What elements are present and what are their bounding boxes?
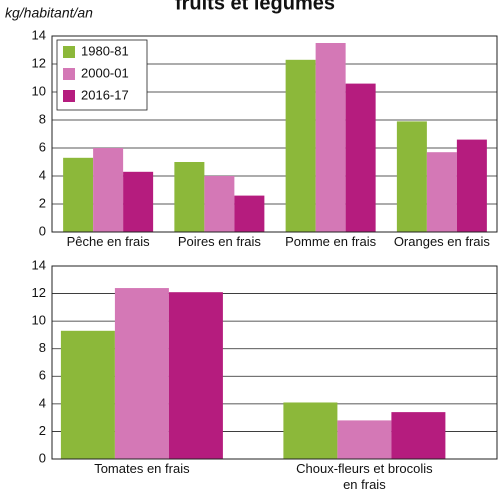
y-tick-label: 8 [39, 340, 46, 355]
y-tick-label: 14 [32, 27, 46, 42]
x-tick-label: Pêche en frais [66, 234, 150, 249]
bar [396, 121, 427, 232]
y-tick-label: 2 [39, 423, 46, 438]
y-tick-label: 12 [32, 285, 46, 300]
y-tick-label: 10 [32, 83, 46, 98]
bar [63, 157, 94, 232]
plot-border [51, 35, 498, 233]
y-tick-label: 6 [39, 139, 46, 154]
bar [168, 292, 223, 459]
y-axis-label: kg/habitant/an [5, 5, 93, 21]
bar [456, 139, 487, 232]
bar [93, 148, 124, 232]
legend-label: 2000-01 [81, 65, 129, 80]
y-tick-label: 6 [39, 368, 46, 383]
bar [391, 412, 446, 459]
y-tick-label: 2 [39, 195, 46, 210]
y-tick-label: 12 [32, 55, 46, 70]
bar [114, 288, 169, 459]
legend-label: 1980-81 [81, 43, 129, 58]
y-tick-label: 0 [39, 223, 46, 238]
legend-swatch [63, 46, 75, 58]
x-tick-label: Oranges en frais [393, 234, 490, 249]
plot-border [51, 265, 498, 460]
y-tick-label: 4 [39, 395, 46, 410]
legend-swatch [63, 90, 75, 102]
y-tick-label: 14 [32, 257, 46, 272]
bar [285, 59, 316, 232]
legend-swatch [63, 68, 75, 80]
chart-title: fruits et légumes [175, 0, 335, 14]
bar [234, 195, 265, 232]
bar [345, 83, 376, 232]
bar [123, 171, 154, 232]
bar [426, 152, 457, 232]
bar [315, 43, 346, 232]
bar [60, 330, 115, 459]
y-tick-label: 8 [39, 111, 46, 126]
y-tick-label: 4 [39, 167, 46, 182]
bar [174, 162, 205, 232]
x-tick-label: Pomme en frais [285, 234, 377, 249]
x-tick-label: Poires en frais [177, 234, 261, 249]
y-tick-label: 0 [39, 450, 46, 465]
bar [337, 420, 392, 459]
x-tick-label: Tomates en frais [94, 461, 190, 476]
bar [283, 402, 338, 459]
x-tick-label: Choux-fleurs et brocolis en frais [296, 461, 433, 492]
y-tick-label: 10 [32, 313, 46, 328]
legend-label: 2016-17 [81, 87, 129, 102]
bar [204, 176, 235, 232]
